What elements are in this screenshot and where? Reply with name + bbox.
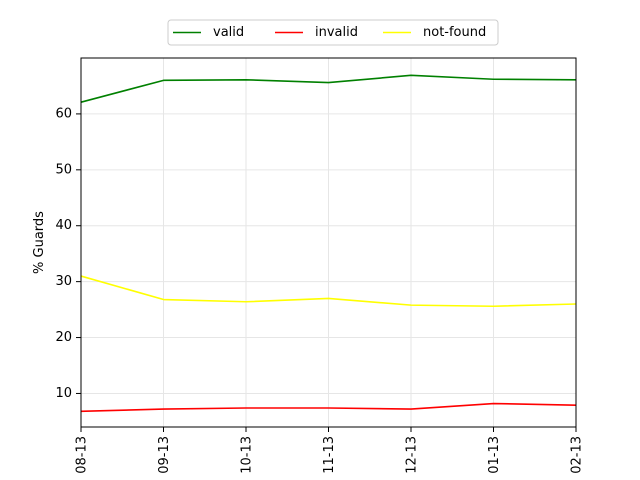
- x-tick-label: 02-13: [570, 436, 585, 474]
- series-line-not-found: [80, 275, 577, 308]
- y-tick-label: 10: [55, 386, 72, 401]
- y-tick-label: 50: [55, 162, 72, 177]
- x-tick-label: 11-13: [322, 436, 337, 474]
- y-tick-label: 20: [55, 330, 72, 345]
- x-tick-label: 01-13: [487, 436, 502, 474]
- x-tick-label: 09-13: [157, 436, 172, 474]
- y-axis: 10 20 30 40 50 60: [55, 106, 81, 401]
- legend-box: [167, 19, 499, 46]
- series-layer: [80, 74, 577, 413]
- grid-layer: [80, 58, 577, 427]
- y-axis-label: % Guards: [32, 211, 47, 274]
- x-tick-label: 10-13: [240, 436, 255, 474]
- legend-label-invalid: invalid: [315, 25, 358, 40]
- legend-label-not-found: not-found: [423, 25, 486, 40]
- y-tick-label: 30: [55, 274, 72, 289]
- series-line-invalid: [80, 402, 577, 413]
- x-tick-label: 12-13: [405, 436, 420, 474]
- legend-label-valid: valid: [213, 25, 244, 40]
- x-axis: 08-13 09-13 10-13 11-13 12-13 01-13 02-13: [75, 427, 585, 474]
- y-tick-label: 60: [55, 106, 72, 121]
- y-tick-label: 40: [55, 218, 72, 233]
- series-line-valid: [80, 74, 577, 103]
- x-tick-label: 08-13: [75, 436, 90, 474]
- legend: valid invalid not-found: [167, 19, 499, 46]
